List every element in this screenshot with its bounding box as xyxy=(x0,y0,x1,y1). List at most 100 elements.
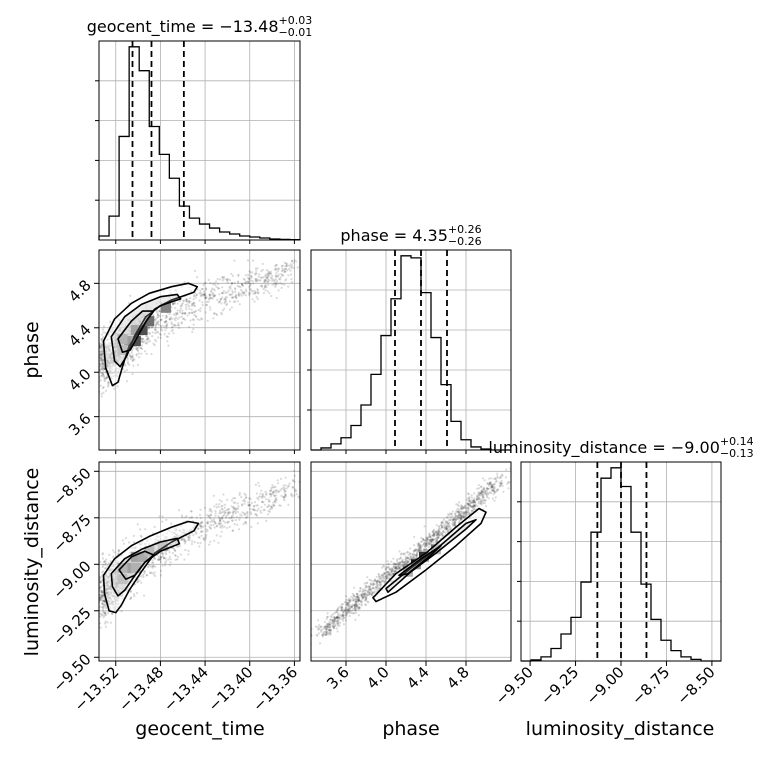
s21-sample-point xyxy=(226,281,229,284)
s21-sample-point xyxy=(290,278,293,281)
s32-sample-point xyxy=(404,563,407,567)
s31-sample-point xyxy=(144,528,147,531)
s31-sample-point xyxy=(232,497,235,500)
s32-sample-point xyxy=(356,594,359,597)
s21-sample-point xyxy=(208,306,212,309)
s32-sample-point xyxy=(423,545,426,548)
s32-sample-point xyxy=(392,563,395,566)
s31-sample-point xyxy=(243,492,246,495)
s31-sample-point xyxy=(209,524,212,527)
s21-sample-point xyxy=(284,265,287,268)
s21-sample-point xyxy=(136,348,139,351)
s21-sample-point xyxy=(268,272,271,275)
s31-sample-point xyxy=(277,490,281,493)
s32-sample-point xyxy=(358,599,361,602)
s32-sample-point xyxy=(482,490,485,493)
s31-sample-point xyxy=(95,605,97,607)
s32-sample-point xyxy=(372,586,375,589)
s32-sample-point xyxy=(359,589,362,592)
s21-sample-point xyxy=(92,370,94,372)
s32-sample-point xyxy=(386,571,389,574)
s32-sample-point xyxy=(393,566,396,569)
s32-sample-point xyxy=(420,550,424,553)
s21-sample-point xyxy=(181,312,184,315)
s32-sample-point xyxy=(386,560,389,563)
s21-sample-point xyxy=(190,303,193,306)
s31-sample-point xyxy=(235,507,238,510)
s32-sample-point xyxy=(323,627,326,630)
s31-sample-point xyxy=(184,548,187,552)
s21-sample-point xyxy=(186,314,189,317)
s21-sample-point xyxy=(95,380,97,382)
s21-sample-point xyxy=(99,346,102,349)
s32-sample-point xyxy=(481,490,484,493)
s21-sample-point xyxy=(125,368,128,372)
s21-sample-point xyxy=(254,279,257,282)
s32-sample-point xyxy=(481,477,485,480)
s32-sample-point xyxy=(417,549,420,552)
s21-sample-point xyxy=(101,359,105,362)
s32-sample-point xyxy=(385,576,388,579)
s21-sample-point xyxy=(188,326,191,329)
s21-sample-point xyxy=(153,344,156,347)
s32-sample-point xyxy=(445,527,448,530)
s32-sample-point xyxy=(466,502,469,505)
s32-sample-point xyxy=(418,542,421,545)
s21-sample-point xyxy=(95,353,97,355)
s32-sample-point xyxy=(382,574,385,577)
s32-sample-point xyxy=(333,625,336,628)
s21-sample-point xyxy=(101,360,104,363)
s32-sample-point xyxy=(462,507,465,510)
s32-sample-point xyxy=(446,529,449,533)
s31-sample-point xyxy=(200,534,203,537)
s21-sample-point xyxy=(218,300,221,303)
s32-sample-point xyxy=(433,533,436,536)
s31-sample-point xyxy=(295,493,298,496)
s32-sample-point xyxy=(443,523,446,527)
s21-sample-point xyxy=(281,273,284,277)
s32-sample-point xyxy=(485,492,488,496)
s31-sample-point xyxy=(153,571,156,574)
s32-sample-point xyxy=(326,623,329,626)
s21-sample-point xyxy=(265,269,269,272)
s21-sample-point xyxy=(156,312,159,316)
s21-sample-point xyxy=(254,278,257,281)
s21-sample-point xyxy=(277,273,280,276)
s21-sample-point xyxy=(267,274,270,277)
s21-sample-point xyxy=(208,295,211,298)
s32-sample-point xyxy=(379,577,382,580)
s21-sample-point xyxy=(243,278,246,281)
s31-sample-point xyxy=(283,491,286,494)
s31-sample-point xyxy=(241,504,244,507)
s31-sample-point xyxy=(133,593,136,596)
s32-sample-point xyxy=(402,553,405,556)
s21-sample-point xyxy=(263,280,267,283)
s32-sample-point xyxy=(367,594,370,597)
s31-sample-point xyxy=(221,526,224,529)
s21-sample-point xyxy=(204,296,207,299)
s31-sample-point xyxy=(99,597,102,600)
s31-sample-point xyxy=(228,517,231,520)
s21-sample-point xyxy=(104,377,107,380)
s31-sample-point xyxy=(101,602,104,606)
s32-sample-point xyxy=(371,584,374,587)
s32-sample-point xyxy=(486,495,489,499)
s21-sample-point xyxy=(96,386,98,388)
s31-sample-point xyxy=(254,483,257,486)
s21-sample-point xyxy=(172,332,175,335)
s32-sample-point xyxy=(383,579,386,583)
s32-sample-point xyxy=(417,543,420,547)
s21-sample-point xyxy=(281,269,284,272)
s31-sample-point xyxy=(232,511,235,514)
s32-sample-point xyxy=(481,498,484,501)
s31-sample-point xyxy=(129,598,132,601)
s21-sample-point xyxy=(92,367,94,369)
s31-sample-point xyxy=(129,589,132,593)
s32-sample-point xyxy=(430,540,433,543)
s21-sample-point xyxy=(172,302,175,305)
s32-sample-point xyxy=(359,587,362,590)
s32-sample-point xyxy=(424,539,427,543)
s31-sample-point xyxy=(275,497,278,500)
s32-sample-point xyxy=(437,531,441,535)
s31-sample-point xyxy=(263,503,266,506)
